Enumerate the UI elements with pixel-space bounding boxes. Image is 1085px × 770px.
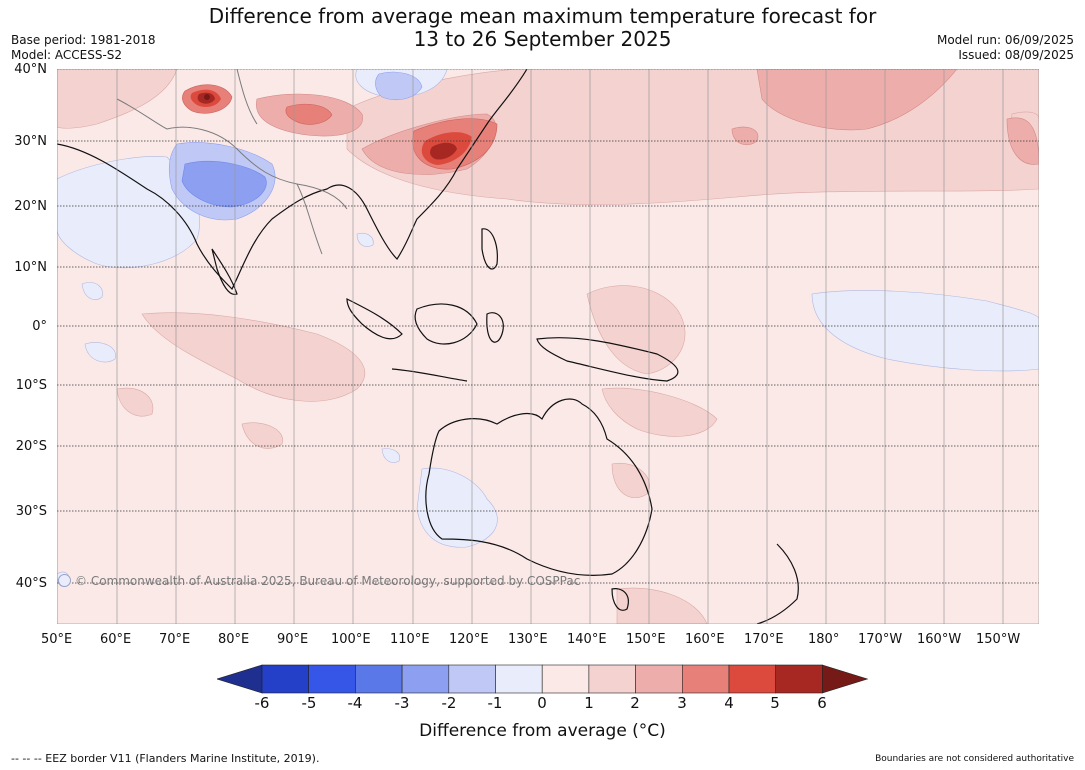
colorbar-bin — [401, 664, 450, 694]
anomaly-peak-india — [204, 94, 210, 100]
colorbar-bin — [355, 664, 403, 694]
lat-label-40s: 40°S — [15, 576, 47, 591]
sulawesi-coast — [486, 312, 504, 343]
lon-label-180: 180° — [808, 632, 840, 647]
lon-label-130e: 130°E — [508, 632, 548, 647]
lon-label-170w: 170°W — [858, 632, 903, 647]
lat-label-10s: 10°S — [15, 378, 47, 393]
lat-label-30s: 30°S — [15, 504, 47, 519]
colorbar-extend-low — [217, 664, 263, 694]
lat-label-20s: 20°S — [15, 439, 47, 454]
eez-border-note: -- -- -- EEZ border V11 (Flanders Marine… — [11, 752, 320, 765]
lon-label-80e: 80°E — [218, 632, 250, 647]
lon-label-100e: 100°E — [331, 632, 371, 647]
graticule-meridians — [57, 69, 1004, 624]
colorbar-tick-3: 3 — [677, 694, 687, 712]
lat-label-40n: 40°N — [14, 62, 47, 77]
lon-label-150w: 150°W — [976, 632, 1021, 647]
base-period: Base period: 1981-2018 — [11, 33, 156, 47]
lat-label-equator: 0° — [32, 319, 47, 334]
colorbar-tick-neg5: -5 — [301, 694, 317, 712]
model-name: Model: ACCESS-S2 — [11, 48, 123, 62]
lon-label-90e: 90°E — [277, 632, 309, 647]
boundaries-disclaimer: Boundaries are not considered authoritat… — [875, 754, 1074, 764]
colorbar-bin — [495, 664, 543, 694]
borneo-coast — [414, 303, 478, 345]
lon-label-160e: 160°E — [685, 632, 725, 647]
colorbar-tick-neg2: -2 — [441, 694, 457, 712]
lon-label-170e: 170°E — [744, 632, 784, 647]
lat-label-10n: 10°N — [14, 260, 47, 275]
anomaly-map — [57, 69, 1039, 624]
map-title-line2: 13 to 26 September 2025 — [413, 27, 672, 51]
anomaly-neg1-0-regions — [57, 69, 1039, 587]
colorbar-label: Difference from average (°C) — [419, 721, 666, 741]
colorbar-bin — [588, 664, 636, 694]
colorbar-bin — [728, 664, 777, 694]
colorbar-bin — [681, 664, 730, 694]
copyright-marker-icon — [58, 574, 71, 587]
colorbar-tick-neg3: -3 — [394, 694, 410, 712]
lon-label-110e: 110°E — [390, 632, 430, 647]
lon-label-140e: 140°E — [567, 632, 607, 647]
lat-label-20n: 20°N — [14, 199, 47, 214]
coastlines — [57, 69, 799, 624]
sri-lanka-coast — [211, 248, 238, 295]
copyright-note: © Commonwealth of Australia 2025, Bureau… — [58, 574, 580, 588]
australia-coast — [425, 398, 653, 576]
colorbar-tick-neg1: -1 — [487, 694, 503, 712]
colorbar-tick-neg4: -4 — [347, 694, 363, 712]
lon-label-60e: 60°E — [100, 632, 132, 647]
country-borders — [116, 69, 348, 255]
colorbar-bin — [635, 664, 683, 694]
java-coast — [391, 368, 468, 382]
colorbar-bin — [775, 664, 823, 694]
colorbar-bin — [541, 664, 590, 694]
colorbar-extend-high — [822, 664, 869, 694]
colorbar-tick-4: 4 — [724, 694, 734, 712]
lon-label-50e: 50°E — [41, 632, 73, 647]
lat-label-30n: 30°N — [14, 134, 47, 149]
colorbar-bin — [261, 664, 310, 694]
lon-label-160w: 160°W — [917, 632, 962, 647]
model-run: Model run: 06/09/2025 — [936, 33, 1074, 47]
colorbar-tick-1: 1 — [584, 694, 594, 712]
colorbar-tick-0: 0 — [537, 694, 547, 712]
lon-label-70e: 70°E — [159, 632, 191, 647]
copyright-text: © Commonwealth of Australia 2025, Bureau… — [75, 574, 581, 588]
colorbar-tick-neg6: -6 — [254, 694, 270, 712]
colorbar-tick-5: 5 — [770, 694, 780, 712]
lon-label-150e: 150°E — [626, 632, 666, 647]
philippines-coast — [481, 228, 498, 270]
issued-date: Issued: 08/09/2025 — [958, 48, 1074, 62]
map-title-line1: Difference from average mean maximum tem… — [208, 4, 877, 28]
colorbar-bin — [448, 664, 496, 694]
new-zealand-coast — [756, 543, 799, 624]
colorbar-tick-2: 2 — [630, 694, 640, 712]
colorbar — [217, 664, 869, 694]
lon-label-120e: 120°E — [449, 632, 489, 647]
new-guinea-coast — [536, 337, 679, 382]
anomaly-neg3-neg2-regions — [181, 160, 267, 208]
asia-coast — [57, 69, 528, 291]
colorbar-tick-6: 6 — [817, 694, 827, 712]
colorbar-ticks: -6 -5 -4 -3 -2 -1 0 1 2 3 4 5 6 — [242, 694, 842, 714]
colorbar-bin — [308, 664, 356, 694]
tasmania-coast — [611, 588, 629, 611]
sumatra-coast — [346, 298, 403, 340]
